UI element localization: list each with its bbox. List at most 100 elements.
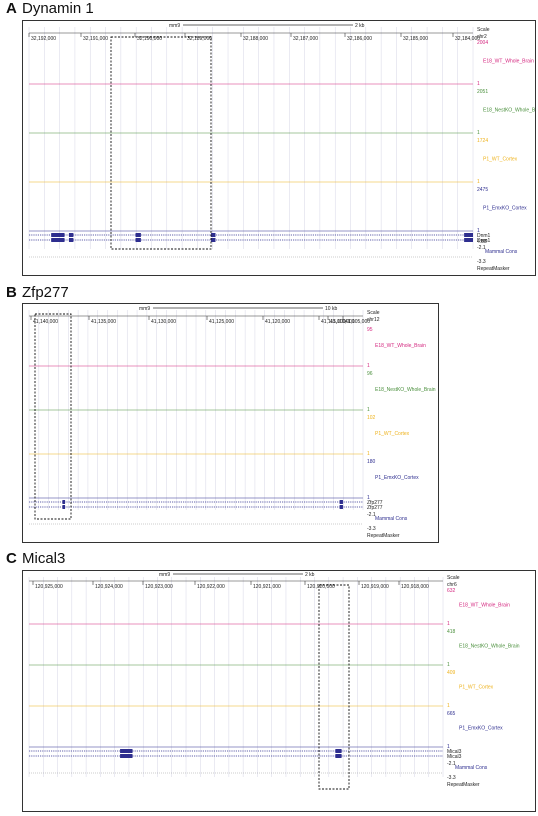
panel-b-track-3-max: 180 xyxy=(367,459,376,465)
panel-b-gene-label: Zfp277 xyxy=(367,505,383,511)
panel-b-coord-label: 41,105,000 xyxy=(345,319,370,325)
panel-c-cons-label: Mammal Cons xyxy=(455,765,488,771)
panel-b-repeat-label: RepeatMasker xyxy=(367,533,400,539)
panel-a-gene-label: Dnm1 xyxy=(477,233,491,239)
panel-c-browser: 120,925,000 120,924,000 120,923,000 120,922… xyxy=(22,570,536,812)
panel-a-track-2-min: 1 xyxy=(477,179,480,185)
panel-c-coord-label: 120,921,000 xyxy=(253,584,281,590)
panel-c-track-2-min: 1 xyxy=(447,703,450,709)
panel-b-tracks: 41,140,000 41,135,000 41,130,000 41,125,000… xyxy=(28,306,436,539)
panel-a-cons-max: 4.88 xyxy=(477,239,487,245)
panel-a-cons-min2: -2.1 xyxy=(477,245,486,251)
panel-a-coord-label: 32,191,000 xyxy=(83,36,108,42)
panel-b-label: B xyxy=(6,284,17,301)
panel-a-track-1-name: E18_NestKO_Whole_Brain xyxy=(483,108,535,114)
panel-c-scale-bar-label: 2 kb xyxy=(305,572,315,578)
panel-b-coord-label: 41,135,000 xyxy=(91,319,116,325)
panel-c-gene-exon xyxy=(120,749,133,753)
panel-b-title: Zfp277 xyxy=(22,284,69,301)
panel-b-track-0-max: 95 xyxy=(367,327,373,333)
panel-b-track-2-max: 102 xyxy=(367,415,376,421)
panel-c-track-2-max: 409 xyxy=(447,670,456,676)
panel-c-track-2-name: P1_WT_Cortex xyxy=(459,685,494,691)
panel-c-repeat-label: RepeatMasker xyxy=(447,782,480,788)
panel-c-coord-label: 120,918,000 xyxy=(401,584,429,590)
panel-b-assembly-label: mm9 xyxy=(139,306,150,312)
panel-b-gene-exon xyxy=(339,505,343,509)
panel-c-coord-label: 120,919,000 xyxy=(361,584,389,590)
panel-b-coord-label: 41,130,000 xyxy=(151,319,176,325)
panel-a-track-2-max: 1724 xyxy=(477,138,488,144)
panel-a-scale-label: Scale xyxy=(477,27,490,33)
panel-b-highlight-box xyxy=(34,313,72,520)
panel-a-coord-label: 32,186,000 xyxy=(347,36,372,42)
panel-a-label: A xyxy=(6,0,17,17)
panel-a-cons-min: -3.3 xyxy=(477,259,486,265)
panel-a-gene-exon xyxy=(68,238,74,242)
panel-c-coord-label: 120,922,000 xyxy=(197,584,225,590)
panel-c-gene-exon xyxy=(335,749,342,753)
panel-c-label: C xyxy=(6,550,17,567)
panel-a-cons-label: Mammal Cons xyxy=(485,249,518,255)
panel-c-scale-label: Scale xyxy=(447,575,460,581)
panel-c-track-3-max: 665 xyxy=(447,711,456,717)
panel-a-browser: 32,192,000 32,191,000 32,190,000 32,189,000… xyxy=(22,20,538,276)
panel-b-cons-min: -3.3 xyxy=(367,526,376,532)
panel-b-gene-exon xyxy=(62,500,66,504)
panel-b-track-1-name: E18_NestKO_Whole_Brain xyxy=(375,387,436,393)
panel-b-coord-label: 41,110,000 xyxy=(330,319,355,325)
panel-b-track-2-min: 1 xyxy=(367,451,370,457)
panel-a-coord-label: 32,192,000 xyxy=(31,36,56,42)
panel-c-title: Mical3 xyxy=(22,550,66,567)
panel-c-track-0-name: E18_WT_Whole_Brain xyxy=(459,603,510,609)
panel-c-gene-exon xyxy=(120,754,133,758)
panel-a-track-1-min: 1 xyxy=(477,130,480,136)
panel-a-track-1-max: 2051 xyxy=(477,89,488,95)
panel-c-coord-label: 120,925,000 xyxy=(35,584,63,590)
panel-a-track-3-max: 2475 xyxy=(477,187,488,193)
panel-a-gene-exon xyxy=(135,238,141,242)
panel-a-coord-label: 32,184,000 xyxy=(455,36,480,42)
panel-a-gene-exon xyxy=(464,238,473,242)
panel-b-browser: 41,140,000 41,135,000 41,130,000 41,125,000… xyxy=(22,303,439,543)
panel-c-coord-label: 120,920,000 xyxy=(307,584,335,590)
panel-c-track-1-min: 1 xyxy=(447,662,450,668)
panel-a-track-0-name: E18_WT_Whole_Brain xyxy=(483,59,534,65)
panel-c-track-3-name: P1_EmxKO_Cortex xyxy=(459,726,503,732)
panel-c-highlight-box xyxy=(318,584,350,790)
panel-a-chrom-label: chr2 xyxy=(477,34,487,40)
panel-a-repeat-label: RepeatMasker xyxy=(477,266,510,272)
panel-c-assembly-label: mm9 xyxy=(159,572,170,578)
panel-a-scale-bar-label: 2 kb xyxy=(355,23,365,29)
panel-b-scale-label: Scale xyxy=(367,310,380,316)
panel-a-coord-label: 32,188,000 xyxy=(243,36,268,42)
panel-a-track-0-max: 2004 xyxy=(477,40,488,46)
panel-c-track-1-max: 418 xyxy=(447,629,456,635)
panel-b-scale-bar-label: 10 kb xyxy=(325,306,337,312)
panel-a-tracks: 32,192,000 32,191,000 32,190,000 32,189,000… xyxy=(28,23,538,272)
panel-b-track-1-min: 1 xyxy=(367,407,370,413)
panel-b-gene-exon xyxy=(62,505,66,509)
panel-b-coord-label: 41,140,000 xyxy=(33,319,58,325)
panel-c-gene-label: Mical3 xyxy=(447,749,462,755)
panel-b-track-1-max: 96 xyxy=(367,371,373,377)
panel-a-gene-exon xyxy=(135,233,141,237)
panel-b-chrom-label: chr12 xyxy=(367,317,380,323)
panel-b-gene-exon xyxy=(339,500,343,504)
panel-a-track-2-name: P1_WT_Cortex xyxy=(483,157,518,163)
panel-b-track-0-min: 1 xyxy=(367,363,370,369)
panel-c-coord-label: 120,924,000 xyxy=(95,584,123,590)
panel-a-track-3-min: 1 xyxy=(477,228,480,234)
panel-a-gene-label: Dnm1 xyxy=(477,238,491,244)
panel-a-track-3-name: P1_EmxKO_Cortex xyxy=(483,206,527,212)
panel-a-track-0-min: 1 xyxy=(477,81,480,87)
panel-a-gene-exon xyxy=(211,233,216,237)
panel-a-gene-exon xyxy=(51,238,65,242)
panel-a-coord-label: 32,187,000 xyxy=(293,36,318,42)
panel-a-coord-label: 32,190,000 xyxy=(137,36,162,42)
panel-b-coord-label: 41,115,000 xyxy=(321,319,346,325)
panel-b-cons-label: Mammal Cons xyxy=(375,516,408,522)
panel-c-gene-exon xyxy=(335,754,342,758)
panel-a-coord-label: 32,189,000 xyxy=(187,36,212,42)
panel-b-cons-min2: -2.1 xyxy=(367,512,376,518)
